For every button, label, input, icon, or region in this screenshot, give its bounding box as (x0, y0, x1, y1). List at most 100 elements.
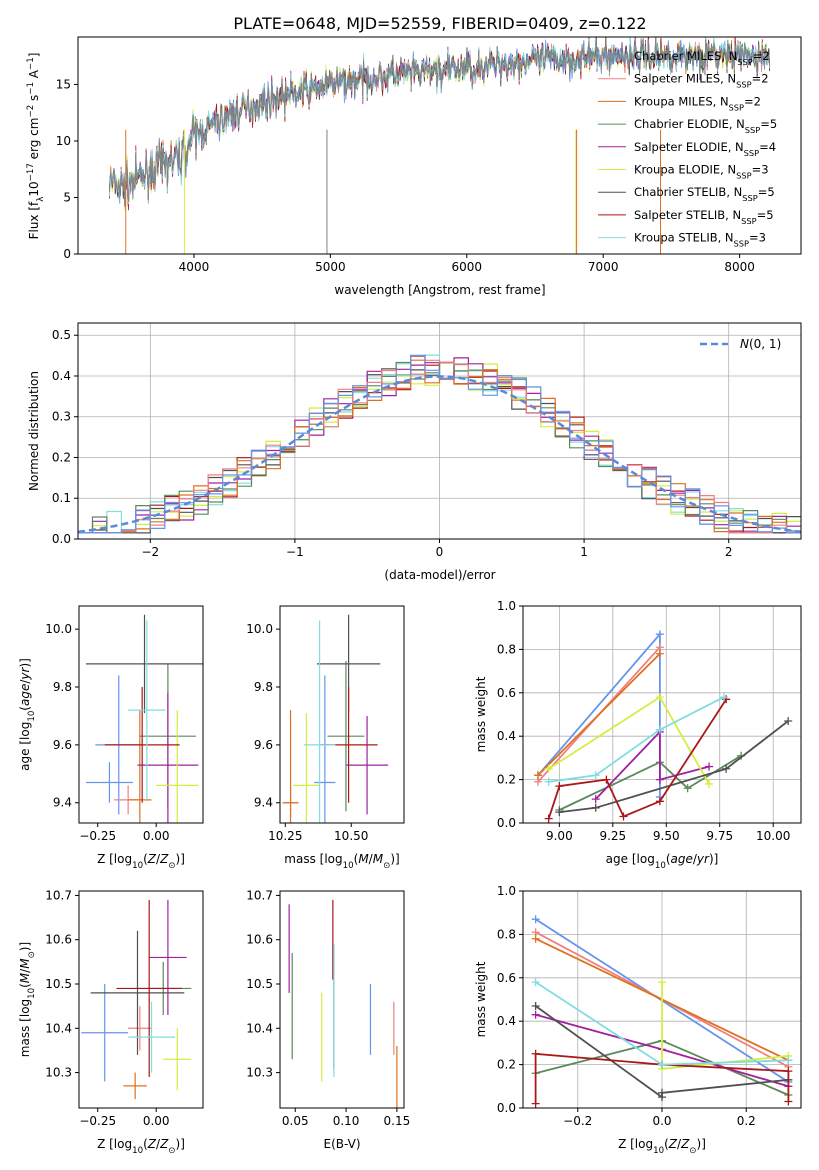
y-tick-label: 10.0 (45, 622, 72, 636)
y-tick-label: 0.6 (497, 971, 516, 985)
plot-area (109, 37, 770, 254)
legend-entry: Chabrier STELIB, NSSP=5 (634, 185, 775, 203)
x-tick-label: −1 (286, 545, 304, 559)
plus-marker (655, 693, 664, 702)
plot-area (288, 899, 398, 1108)
y-axis-label: mass weight (474, 961, 488, 1037)
x-tick-label: 5000 (315, 260, 346, 274)
y-tick-label: 10.7 (246, 888, 273, 902)
x-axis-label: mass [log10(M/M⊙)] (284, 852, 399, 871)
x-tick-label: 0.05 (282, 1114, 309, 1128)
legend-entry: Kroupa ELODIE, NSSP=3 (634, 163, 769, 181)
plot-area (78, 354, 801, 534)
axes-age-weight: 9.00 9.25 9.50 9.75 10.00 0.0 0.2 0.4 0.6 0.8 1.0 a… (474, 599, 802, 871)
plus-marker (555, 782, 564, 791)
axes-frame (279, 605, 405, 824)
weight-series-6 (559, 720, 789, 813)
plus-marker (683, 784, 692, 793)
x-tick-label: 7000 (588, 260, 619, 274)
x-tick-label: 10.50 (334, 829, 368, 843)
plus-marker (658, 1060, 666, 1069)
y-tick-label: 15 (56, 77, 71, 91)
x-axis-label: wavelength [Angstrom, rest frame] (334, 283, 545, 297)
figure-title: PLATE=0648, MJD=52559, FIBERID=0409, z=0… (233, 14, 646, 33)
weight-series-4 (595, 729, 710, 800)
y-tick-label: 5 (63, 190, 71, 204)
y-tick-label: 0.0 (52, 532, 71, 546)
plus-marker (531, 978, 540, 987)
plot-area (81, 899, 192, 1100)
y-tick-label: 9.8 (53, 680, 72, 694)
axes-residuals: −2 −1 0 1 2 0.0 0.1 0.2 0.3 0.4 0.5 (data-model)/er… (27, 322, 802, 582)
x-tick-label: 2 (725, 545, 733, 559)
x-tick-label: 9.00 (546, 829, 573, 843)
y-tick-label: 0.2 (497, 773, 516, 787)
data-spectrum (109, 37, 770, 207)
y-tick-label: 0.3 (52, 410, 71, 424)
plus-marker (784, 717, 793, 726)
x-axis-label: Z [log10(Z/Z⊙)] (97, 1137, 185, 1156)
plus-marker (544, 777, 553, 786)
x-axis-label: age [log10(age/yr)] (606, 852, 719, 871)
x-tick-label: 0.2 (737, 1114, 756, 1128)
plus-marker (555, 808, 564, 817)
x-axis-label: (data-model)/error (384, 568, 495, 582)
axes-z-age: −0.25 0.00 9.4 9.6 9.8 10.0 Z [log10(Z/Z⊙)] age… (18, 605, 204, 871)
plus-marker (591, 771, 600, 780)
y-tick-label: 0.1 (52, 491, 71, 505)
y-tick-label: 0.0 (497, 1101, 516, 1115)
x-axis-label: Z [log10(Z/Z⊙)] (618, 1137, 706, 1156)
x-tick-label: −0.2 (563, 1114, 592, 1128)
x-tick-label: 4000 (179, 260, 210, 274)
y-tick-label: 10.6 (246, 933, 273, 947)
y-tick-label: 9.4 (254, 796, 273, 810)
weight-series-8 (548, 696, 725, 783)
axes-frame (78, 890, 204, 1109)
x-tick-label: 0.10 (333, 1114, 360, 1128)
y-tick-label: 10.5 (45, 977, 72, 991)
plus-marker (720, 693, 729, 702)
x-tick-label: 0.0 (652, 1114, 671, 1128)
plus-marker (544, 814, 553, 823)
y-tick-label: 0.5 (52, 328, 71, 342)
plus-marker (591, 803, 600, 812)
x-tick-label: −2 (141, 545, 159, 559)
x-tick-label: 10.25 (268, 829, 302, 843)
y-tick-label: 0.2 (52, 450, 71, 464)
y-tick-label: 0.4 (52, 369, 71, 383)
y-axis-label: Flux [fλ10−17 erg cm−2 s−1 A−1] (26, 53, 46, 240)
y-axis-label: age [log10(age/yr)] (18, 658, 37, 771)
legend-entry: Chabrier MILES, NSSP=2 (634, 49, 770, 67)
plus-marker (602, 775, 611, 784)
y-tick-label: 10 (56, 134, 71, 148)
plus-marker (531, 1002, 540, 1011)
plot-area (533, 630, 793, 823)
normal-curve (78, 375, 801, 534)
plus-marker (531, 1010, 540, 1019)
x-tick-label: 8000 (724, 260, 755, 274)
y-axis-label: mass weight (474, 676, 488, 752)
y-tick-label: 0 (63, 247, 71, 261)
y-tick-label: 0.8 (497, 927, 516, 941)
legend: Chabrier MILES, NSSP=2 Salpeter MILES, NS… (598, 49, 777, 249)
x-tick-label: −0.25 (79, 1114, 116, 1128)
plus-marker (784, 1056, 793, 1065)
x-tick-label: −0.25 (79, 829, 116, 843)
plus-marker (655, 630, 664, 639)
plot-area (531, 915, 793, 1108)
plus-marker (655, 649, 664, 658)
y-tick-label: 10.4 (45, 1021, 72, 1035)
plus-marker (705, 762, 714, 771)
plus-marker (531, 1049, 540, 1058)
x-axis-label: Z [log10(Z/Z⊙)] (97, 852, 185, 871)
y-tick-label: 9.8 (254, 680, 273, 694)
legend-entry: Chabrier ELODIE, NSSP=5 (634, 117, 777, 135)
axes-frame (279, 890, 405, 1109)
y-tick-label: 10.3 (45, 1066, 72, 1080)
legend-entry: Salpeter MILES, NSSP=2 (634, 72, 769, 90)
plus-marker (591, 795, 600, 804)
axes-ebv-mass: 0.05 0.10 0.15 10.3 10.4 10.5 10.6 10.7 E(B-V) (246, 888, 410, 1151)
x-tick-label: 0.00 (143, 829, 170, 843)
plot-area (86, 614, 203, 823)
